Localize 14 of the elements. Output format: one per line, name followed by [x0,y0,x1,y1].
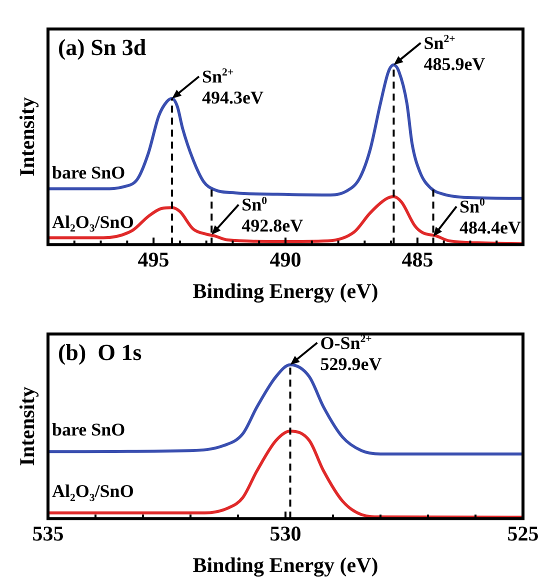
series-label: bare SnO [52,162,126,183]
x-axis-title: Binding Energy (eV) [192,278,378,303]
x-tick-label: 535 [32,522,64,546]
y-axis-title: Intensity [15,386,39,466]
series-label: bare SnO [52,420,126,440]
x-tick-label: 485 [402,248,434,272]
chart-title: (b) O 1s [58,340,142,365]
x-tick-label: 525 [507,522,539,546]
x-tick-label: 530 [270,522,302,546]
x-tick-label: 495 [138,248,170,272]
chart-title: (a) Sn 3d [58,35,146,60]
x-axis-title: Binding Energy (eV) [192,552,378,577]
x-tick-label: 490 [270,248,302,272]
y-axis-title: Intensity [15,96,39,176]
